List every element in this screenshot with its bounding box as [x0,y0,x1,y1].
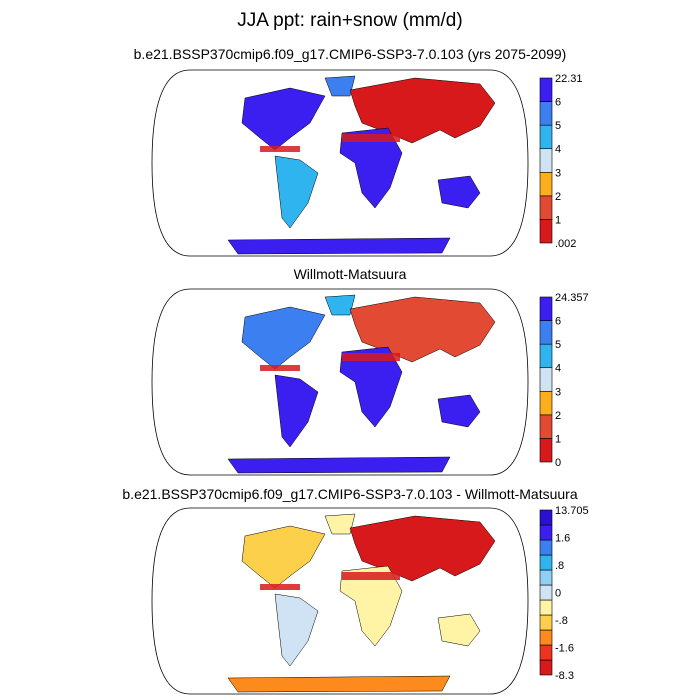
colorbar-label: 1 [555,214,561,226]
antarctica-region [227,237,451,255]
colorbar-box [539,539,553,556]
colorbar-box [539,343,553,369]
eurasia-region [349,296,496,363]
colorbar-label: 6 [555,97,561,109]
colorbar-label: 13.705 [555,505,589,517]
colorbar-box [539,296,553,321]
antarctica-region [227,675,451,693]
south-america-region [274,593,319,667]
panel-1-subtitle: b.e21.BSSP370cmip6.f09_g17.CMIP6-SSP3-7.… [133,46,567,62]
colorbar-box [539,584,553,601]
colorbar-label: 4 [555,363,561,375]
colorbar-box [539,367,553,392]
central-america-band [260,365,300,371]
colorbar-box [539,171,553,197]
colorbar-label: 24.357 [555,292,589,304]
colorbar-label: -1.6 [555,643,574,655]
colorbar-label: 3 [555,386,561,398]
colorbar-box [539,124,553,150]
panel-3-subtitle: b.e21.BSSP370cmip6.f09_g17.CMIP6-SSP3-7.… [122,486,578,502]
colorbar-label: 0 [555,588,561,600]
eurasia-region [349,77,496,144]
australia-region [437,394,481,428]
australia-region [437,613,481,647]
colorbar-box [539,659,553,676]
colorbar-label: 2 [555,410,561,422]
colorbar-label: 1.6 [555,533,570,545]
north-america-region [241,525,326,589]
panel-1-map [151,69,529,257]
colorbar-box [539,554,553,571]
colorbar-box [539,414,553,439]
panel-2-subtitle: Willmott-Matsuura [293,266,407,282]
colorbar-box [539,569,553,586]
south-america-region [274,155,319,229]
colorbar-box [539,390,553,416]
panel-2-colorbar: 24.357 6 5 4 3 2 1 0 [539,292,589,469]
eurasia-region [349,515,496,582]
colorbar-box [539,148,553,173]
colorbar-box [539,438,553,463]
north-america-region [241,87,326,151]
north-america-region [241,306,326,370]
central-america-band [260,584,300,590]
panel-3-map [151,507,529,695]
colorbar-label: 1 [555,433,561,445]
panel-1-colorbar: 22.31 6 5 4 3 2 1 .002 [539,73,583,250]
colorbar-box [539,195,553,220]
colorbar-box [539,629,553,646]
colorbar-box [539,77,553,102]
colorbar-box [539,509,553,526]
colorbar-box [539,101,553,126]
sahel-band [342,134,400,142]
colorbar-label: -.8 [555,615,568,627]
greenland-region [324,75,356,97]
colorbar-label: 3 [555,167,561,179]
colorbar-label: 6 [555,316,561,328]
antarctica-region [227,456,451,474]
colorbar-label: 22.31 [555,73,583,85]
colorbar-label: .002 [555,238,576,250]
colorbar-box [539,644,553,661]
colorbar-box [539,524,553,541]
colorbar-label: .8 [555,560,564,572]
sahel-band [342,353,400,361]
panel-2-map [151,288,529,476]
colorbar-box [539,219,553,244]
colorbar-label: 5 [555,120,561,132]
colorbar-box [539,320,553,345]
sahel-band [342,572,400,580]
colorbar-label: 2 [555,191,561,203]
figure-title: JJA ppt: rain+snow (mm/d) [237,10,463,31]
colorbar-box [539,599,553,616]
colorbar-label: -8.3 [555,670,574,682]
colorbar-label: 5 [555,339,561,351]
south-america-region [274,374,319,448]
colorbar-label: 0 [555,457,561,469]
colorbar-label: 4 [555,144,561,156]
panel-3-colorbar: 13.705 1.6 .8 0 -.8 -1.6 -8.3 [539,505,589,682]
greenland-region [324,513,356,535]
greenland-region [324,294,356,316]
central-america-band [260,146,300,152]
australia-region [437,175,481,209]
colorbar-box [539,614,553,631]
